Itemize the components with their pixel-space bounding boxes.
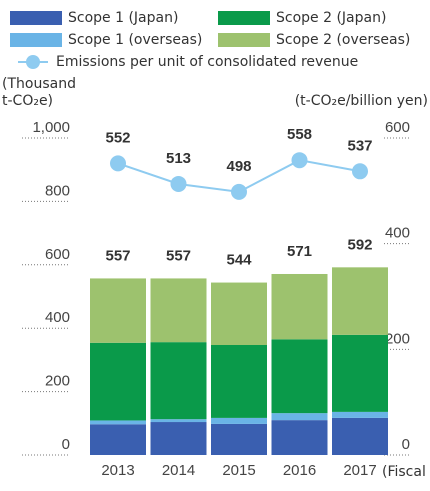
line-point [291,152,308,169]
y2-tick-label: 600 [385,119,410,136]
legend-swatch [10,33,62,47]
bar-segment [332,411,388,418]
legend-label: Scope 2 (overseas) [276,32,410,48]
y2-tick-label: 0 [402,436,410,453]
bar-segment [271,420,328,455]
legend-label: Scope 1 (Japan) [68,10,178,26]
line-point [352,163,368,180]
line-value-label: 513 [166,150,191,167]
bar-segment [150,419,207,423]
bar-segment [271,339,328,414]
legend-swatch [218,33,270,47]
legend-dot [26,55,40,69]
bar-segment [211,345,267,418]
x-tick-label: 2015 [222,462,255,479]
legend-label: Scope 2 (Japan) [276,10,386,26]
y-axis-label: (Thousand [2,76,76,92]
bar-segment [211,417,267,424]
y-tick-label: 400 [45,309,70,326]
x-tick-label: 2013 [101,462,134,479]
bar-segment [332,417,388,455]
bar-segment [90,420,146,425]
y-tick-label: 200 [45,373,70,390]
bar-segment [332,267,388,335]
bar-segment [271,273,328,340]
bar-segment [211,423,267,455]
y2-axis-label: (t-CO₂e/billion yen) [295,93,428,109]
y-tick-label: 800 [45,182,70,199]
x-tick-label: 2014 [162,462,195,479]
bar-segment [271,413,328,421]
legend-swatch [10,11,62,25]
bar-total-label: 592 [347,236,372,253]
line-point [231,183,247,200]
bar-segment [332,334,388,412]
line-value-label: 552 [105,129,130,146]
y-tick-label: 0 [62,436,70,453]
bar-total-label: 571 [287,243,312,260]
bar-segment [211,282,267,346]
bar-segment [150,422,207,455]
bar-total-label: 544 [226,252,252,269]
bar-segment [90,424,146,455]
bar-total-label: 557 [166,247,191,264]
legend-swatch [218,11,270,25]
line-value-label: 537 [347,137,372,154]
y2-tick-label: 400 [385,225,410,242]
bar-total-label: 557 [105,247,130,264]
line-value-label: 558 [287,126,312,143]
y2-tick-label: 200 [385,330,410,347]
legend-label: Emissions per unit of consolidated reven… [56,54,358,70]
y-axis-label: t-CO₂e) [2,93,53,109]
y-tick-label: 600 [45,246,70,263]
line-point [170,175,187,192]
legend-label: Scope 1 (overseas) [68,32,202,48]
bar-segment [90,342,146,421]
line-point [110,155,126,172]
x-tick-label: 2017 [343,462,376,479]
line-value-label: 498 [226,158,251,175]
x-axis-label: (Fiscal year) [382,464,430,480]
x-tick-label: 2016 [283,462,316,479]
y-tick-label: 1,000 [32,119,70,136]
bar-segment [90,278,146,343]
bar-segment [150,342,207,420]
bar-segment [150,278,207,343]
